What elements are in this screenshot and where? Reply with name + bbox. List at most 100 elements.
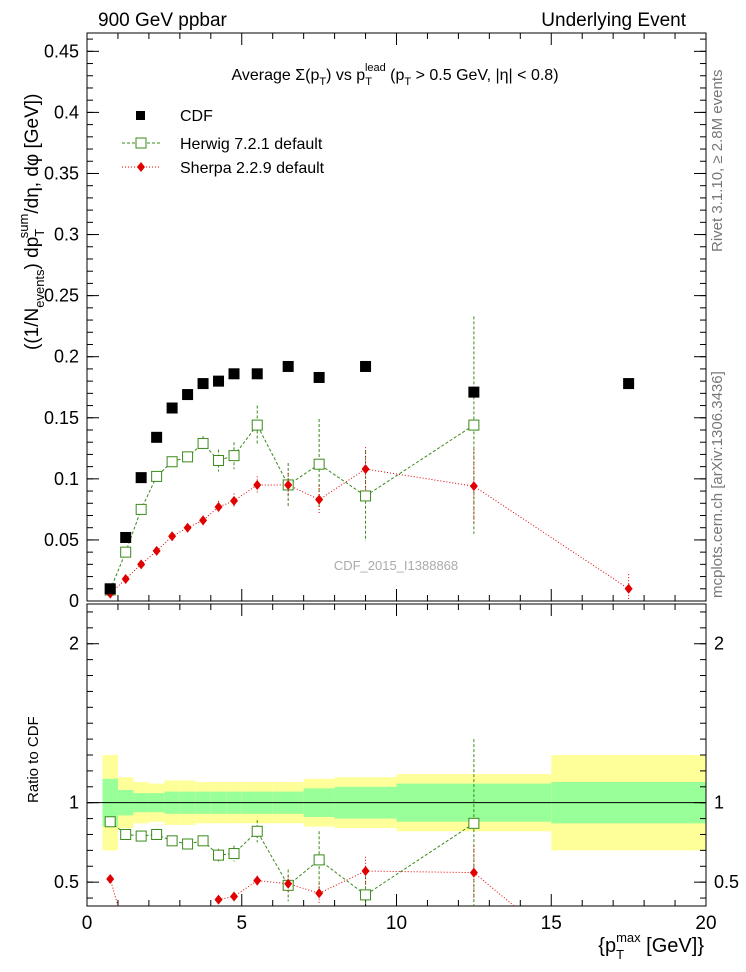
cdf-point	[623, 378, 635, 390]
herwig-ratio-point	[197, 835, 209, 847]
herwig-ratio-line	[109, 821, 475, 896]
sherpa-point	[168, 531, 177, 542]
header-right: Underlying Event	[541, 10, 686, 31]
y-tick-label: 0.1	[54, 469, 79, 489]
cdf-point	[135, 472, 147, 484]
legend-item-sherpa: Sherpa 2.2.9 default	[122, 160, 325, 177]
sherpa-point	[284, 479, 293, 490]
header-left: 900 GeV ppbar	[98, 10, 228, 31]
cdf-point	[182, 389, 194, 401]
sherpa-point	[361, 464, 370, 475]
sherpa-point	[199, 515, 208, 526]
sherpa-ratio-dip	[109, 878, 119, 906]
herwig-ratio-point	[120, 828, 132, 840]
legend-label-cdf: CDF	[180, 108, 213, 125]
herwig-point	[120, 546, 132, 558]
cdf-point	[360, 360, 372, 372]
y-tick-label: 2	[69, 634, 79, 654]
plot-title: Average Σ(pT) vs pTlead (pT > 0.5 GeV, |…	[231, 62, 558, 88]
sherpa-ratio-point	[230, 891, 239, 902]
herwig-point	[468, 419, 480, 431]
legend-marker-sherpa	[137, 162, 145, 172]
sherpa-point	[183, 522, 192, 533]
sherpa-point	[624, 583, 633, 594]
herwig-ratio-point	[135, 830, 147, 842]
y-tick-label: 0.2	[54, 347, 79, 367]
herwig-point	[151, 470, 163, 482]
y-tick-label: 0.45	[44, 41, 79, 61]
herwig-point	[313, 458, 325, 470]
y-tick-label: 0.25	[44, 286, 79, 306]
legend-item-cdf: CDF	[136, 108, 213, 125]
herwig-ratio-point	[213, 849, 225, 861]
legend: CDF Herwig 7.2.1 default Sherpa 2.2.9 de…	[122, 108, 325, 177]
herwig-ratio-point	[151, 828, 163, 840]
sherpa-point	[315, 494, 324, 505]
herwig-point	[251, 419, 263, 431]
y-tick-label-right: 0.5	[714, 872, 739, 892]
y-tick-label-right: 2	[714, 634, 724, 654]
y-tick-label: 0.15	[44, 408, 79, 428]
main-y-axis-label: ((1/Nevents) dpTsum/dη, dφ [GeV])	[16, 94, 47, 350]
cdf-point	[213, 375, 225, 387]
cdf-point	[104, 583, 116, 595]
x-tick-label: 5	[236, 913, 247, 934]
herwig-point	[213, 455, 225, 467]
sherpa-point	[469, 481, 478, 492]
herwig-ratio-point	[468, 817, 480, 829]
y-tick-label: 0.5	[54, 872, 79, 892]
side-text-top: Rivet 3.1.10, ≥ 2.8M events	[709, 70, 726, 253]
ratio-panel-axes: 0.5 0.51 12 20 5 10 15 20	[54, 603, 739, 934]
side-text-bottom: mcplots.cern.ch [arXiv:1306.3436]	[709, 371, 726, 598]
herwig-ratio-point	[313, 854, 325, 866]
sherpa-ratio-point	[469, 867, 478, 878]
cdf-point	[228, 368, 240, 380]
y-tick-label: 0.05	[44, 530, 79, 550]
x-tick-label: 20	[695, 913, 716, 934]
herwig-ratio-point	[166, 835, 178, 847]
cdf-point	[151, 431, 163, 443]
sherpa-ratio-point	[361, 866, 370, 877]
herwig-ratio-point	[104, 816, 116, 828]
y-tick-label: 1	[69, 793, 79, 813]
legend-label-herwig: Herwig 7.2.1 default	[180, 136, 323, 153]
sherpa-ratio-point	[214, 894, 223, 905]
cdf-point	[120, 531, 132, 543]
y-tick-label-right: 1	[714, 793, 724, 813]
sherpa-point	[253, 479, 262, 490]
legend-marker-herwig	[135, 137, 147, 149]
sherpa-point	[137, 559, 146, 570]
cdf-point	[313, 371, 325, 383]
x-tick-label: 15	[541, 913, 562, 934]
herwig-point	[135, 503, 147, 515]
cdf-point	[251, 368, 263, 380]
herwig-ratio-point	[360, 889, 372, 901]
analysis-watermark: CDF_2015_I1388868	[334, 558, 458, 573]
cdf-point	[197, 378, 209, 390]
herwig-ratio-point	[182, 838, 194, 850]
herwig-point	[166, 456, 178, 468]
x-tick-label: 0	[82, 913, 93, 934]
herwig-point	[182, 451, 194, 463]
cdf-point	[282, 360, 294, 372]
main-panel-marks	[104, 316, 635, 601]
herwig-point	[228, 450, 240, 462]
sherpa-point	[214, 501, 223, 512]
herwig-point	[197, 437, 209, 449]
legend-marker-cdf	[136, 111, 145, 120]
ratio-panel-marks	[104, 739, 515, 906]
sherpa-ratio-point	[106, 873, 115, 884]
legend-label-sherpa: Sherpa 2.2.9 default	[180, 160, 325, 177]
herwig-point	[360, 490, 372, 502]
y-tick-label: 0.4	[54, 102, 79, 122]
sherpa-ratio-point	[315, 888, 324, 899]
cdf-point	[166, 402, 178, 414]
herwig-ratio-point	[228, 848, 240, 860]
herwig-ratio-point	[251, 825, 263, 837]
y-tick-label: 0	[69, 591, 79, 611]
x-axis-label: {pTmax [GeV]}	[598, 930, 704, 962]
main-panel-axes: 0 0.05 0.1 0.15 0.2 0.25 0.3 0.35 0.4 0.45	[44, 32, 707, 611]
sherpa-point	[121, 574, 130, 585]
cdf-point	[468, 386, 480, 398]
